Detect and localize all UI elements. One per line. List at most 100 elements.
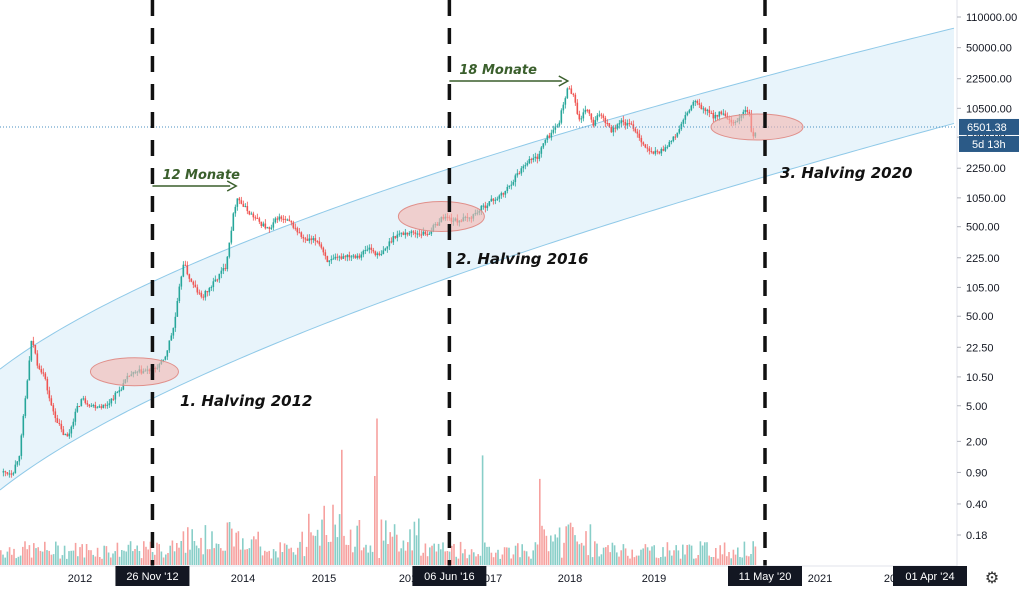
volume-bar — [484, 542, 486, 565]
candle — [264, 223, 267, 229]
volume-bar — [387, 544, 389, 565]
candle — [28, 360, 31, 381]
volume-bar — [316, 529, 319, 565]
volume-bar — [11, 554, 13, 565]
volume-bar — [517, 543, 519, 565]
volume-bar — [721, 554, 724, 565]
candle — [606, 123, 609, 125]
candle — [516, 173, 519, 176]
y-tick-label: 10.50 — [966, 372, 994, 384]
candle — [744, 110, 747, 112]
candle — [178, 286, 181, 302]
candle — [26, 380, 29, 399]
candle — [40, 369, 43, 373]
gear-icon[interactable]: ⚙ — [984, 567, 1000, 587]
volume-bar — [466, 558, 468, 565]
candle — [200, 292, 203, 297]
volume-bar — [587, 555, 589, 565]
candle — [288, 219, 291, 221]
volume-bar — [46, 550, 48, 565]
volume-bar — [726, 556, 728, 565]
volume-bar — [81, 544, 83, 565]
candle — [418, 233, 421, 235]
volume-bar — [374, 476, 376, 565]
volume-bar — [660, 557, 662, 565]
volume-bar — [116, 542, 119, 565]
candle — [562, 104, 565, 111]
volume-bar — [103, 545, 105, 565]
arrow-head — [558, 75, 570, 87]
volume-bar — [396, 534, 398, 565]
y-tick-label: 50.00 — [966, 311, 994, 323]
volume-bar — [151, 552, 154, 565]
volume-bar — [213, 548, 215, 565]
y-axis: 110000.0050000.0022500.0010500.005000.00… — [956, 0, 1024, 566]
candle — [244, 206, 247, 208]
candle — [90, 405, 93, 407]
x-tick-label: 2021 — [808, 573, 832, 585]
candle — [394, 236, 397, 238]
volume-bar — [66, 558, 68, 565]
volume-bar — [57, 545, 59, 565]
candle — [14, 464, 17, 474]
volume-bar — [290, 547, 292, 565]
volume-bar — [217, 544, 220, 565]
volume-bar — [424, 543, 427, 565]
candle — [290, 220, 293, 223]
candle — [34, 344, 37, 354]
volume-bar — [552, 541, 554, 565]
candle — [502, 193, 505, 195]
candle — [582, 112, 585, 119]
volume-bar — [640, 549, 642, 565]
candle — [226, 256, 229, 270]
volume-bar — [17, 556, 20, 565]
candle — [534, 156, 537, 159]
volume-bar — [264, 550, 266, 565]
candle — [746, 110, 749, 113]
candle — [112, 398, 115, 400]
candle — [204, 291, 207, 298]
volume-bar — [319, 545, 321, 565]
candle — [350, 256, 353, 258]
volume-bar — [578, 544, 581, 565]
candle — [64, 434, 67, 436]
y-tick-label: 0.90 — [966, 467, 987, 479]
volume-bar — [519, 557, 521, 565]
candle — [670, 141, 673, 143]
volume-bar — [327, 542, 330, 565]
candle — [234, 206, 237, 214]
volume-bar — [376, 418, 378, 565]
volume-bar — [30, 557, 33, 565]
candle — [694, 101, 697, 103]
candle — [230, 230, 233, 243]
candle — [508, 185, 511, 187]
candle — [222, 268, 225, 271]
volume-bar — [114, 551, 116, 565]
volume-bar — [136, 545, 138, 565]
volume-bar — [422, 552, 424, 565]
volume-bar — [459, 541, 462, 565]
candle — [628, 123, 631, 125]
candle — [378, 253, 381, 255]
volume-bar — [200, 537, 202, 565]
volume-bar — [68, 551, 70, 565]
volume-bar — [28, 545, 31, 565]
candle — [402, 232, 405, 235]
candle — [682, 119, 685, 124]
candle — [82, 398, 85, 400]
candle — [504, 190, 507, 195]
volume-bar — [154, 554, 156, 565]
volume-bar — [550, 535, 552, 565]
volume-bar — [382, 540, 385, 565]
candle — [216, 279, 219, 281]
candle — [360, 254, 363, 258]
volume-bar — [497, 549, 499, 565]
volume-bar — [50, 554, 53, 565]
candle — [362, 250, 365, 255]
candle — [388, 241, 391, 247]
volume-bar — [503, 547, 506, 565]
candle — [372, 249, 375, 252]
volume-bar — [371, 551, 374, 565]
